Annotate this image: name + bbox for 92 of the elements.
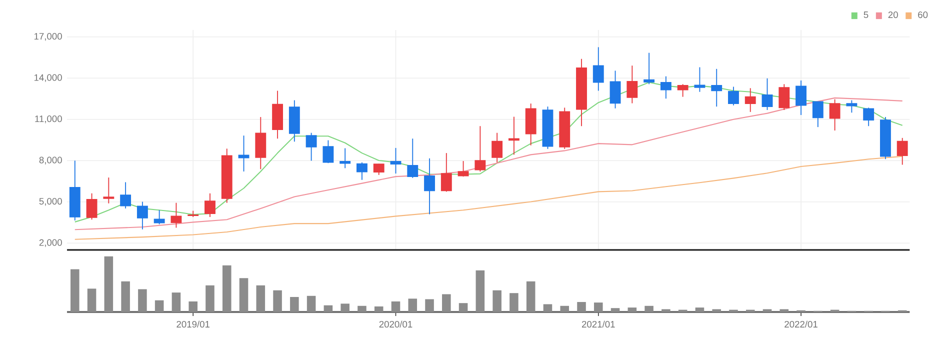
candlestick — [458, 160, 469, 178]
candlestick — [863, 107, 874, 127]
bar — [560, 306, 570, 312]
bar — [273, 290, 282, 312]
bar — [628, 308, 637, 312]
bar — [358, 306, 366, 312]
bar — [188, 301, 198, 312]
bar — [391, 301, 400, 312]
bar — [104, 256, 114, 312]
candlestick — [694, 66, 706, 92]
x-tick-label: 2020/01 — [379, 320, 412, 328]
candlestick — [812, 101, 824, 128]
legend-label: 5 — [864, 12, 868, 18]
candlestick — [322, 140, 334, 164]
candlestick — [340, 148, 351, 169]
candlestick — [610, 70, 621, 109]
bar — [256, 285, 266, 312]
y-tick-label: 11,000 — [35, 116, 62, 124]
x-tick-label: 2021/01 — [582, 320, 615, 328]
y-tick-label: 17,000 — [34, 33, 62, 41]
candlestick — [508, 116, 520, 156]
candlestick — [373, 163, 384, 176]
candlestick — [728, 86, 739, 106]
bar — [138, 289, 147, 312]
bar — [458, 303, 468, 312]
bar — [610, 308, 620, 312]
bar — [526, 281, 536, 312]
bar — [340, 304, 350, 312]
bar — [442, 294, 451, 312]
bar — [87, 288, 96, 312]
candlestick — [238, 135, 250, 172]
bar — [492, 290, 502, 312]
candlestick — [86, 192, 98, 220]
bar — [306, 296, 316, 312]
bar — [172, 292, 181, 312]
bar — [121, 281, 130, 312]
candlestick — [154, 210, 165, 225]
x-tick-label: 2022/01 — [784, 320, 818, 328]
legend-label: 60 — [918, 11, 928, 18]
candlestick — [660, 76, 672, 100]
bar — [510, 293, 518, 312]
candlestick — [103, 177, 114, 204]
candlestick — [204, 192, 216, 218]
bar — [290, 296, 299, 312]
y-tick-label: 2,000 — [39, 239, 62, 247]
bar — [408, 298, 418, 312]
bar — [662, 309, 670, 312]
candlestick — [896, 137, 908, 166]
bar — [324, 305, 333, 312]
candlestick — [778, 84, 790, 110]
bar — [780, 309, 789, 312]
bar — [762, 309, 772, 312]
candlestick — [356, 162, 368, 180]
candlestick — [407, 138, 418, 178]
y-tick-label: 5,000 — [39, 198, 62, 206]
candlestick — [390, 147, 402, 174]
candlestick — [711, 68, 722, 108]
candlestick — [829, 98, 840, 131]
candlestick — [170, 202, 182, 228]
bar — [644, 306, 654, 312]
bar — [543, 304, 552, 312]
candlestick — [796, 80, 806, 116]
candlestick — [120, 182, 132, 209]
bar — [239, 278, 248, 312]
bar — [695, 308, 704, 312]
candlestick — [762, 78, 773, 110]
bar — [594, 302, 603, 312]
candlestick — [440, 152, 452, 192]
bar — [577, 302, 586, 312]
candlestick — [136, 201, 148, 230]
candlestick — [846, 100, 858, 114]
candlestick — [474, 126, 486, 172]
candlestick — [626, 65, 638, 104]
y-tick-label: 14,000 — [34, 74, 62, 82]
candlestick — [424, 158, 435, 215]
bar — [374, 306, 384, 312]
candlestick — [306, 132, 317, 162]
x-tick-label: 2019/01 — [176, 320, 210, 328]
bar — [206, 285, 214, 312]
bar — [712, 309, 721, 312]
candlestick — [744, 88, 756, 112]
bar — [425, 299, 434, 312]
bar — [154, 300, 164, 312]
bar — [476, 270, 485, 312]
bar — [222, 265, 232, 312]
bar — [70, 269, 80, 312]
candlestick — [492, 132, 503, 163]
candlestick — [644, 52, 655, 85]
y-tick-label: 8,000 — [39, 156, 62, 164]
candlestick — [592, 46, 604, 92]
candlestick — [677, 84, 688, 98]
legend-label: 20 — [888, 11, 898, 18]
